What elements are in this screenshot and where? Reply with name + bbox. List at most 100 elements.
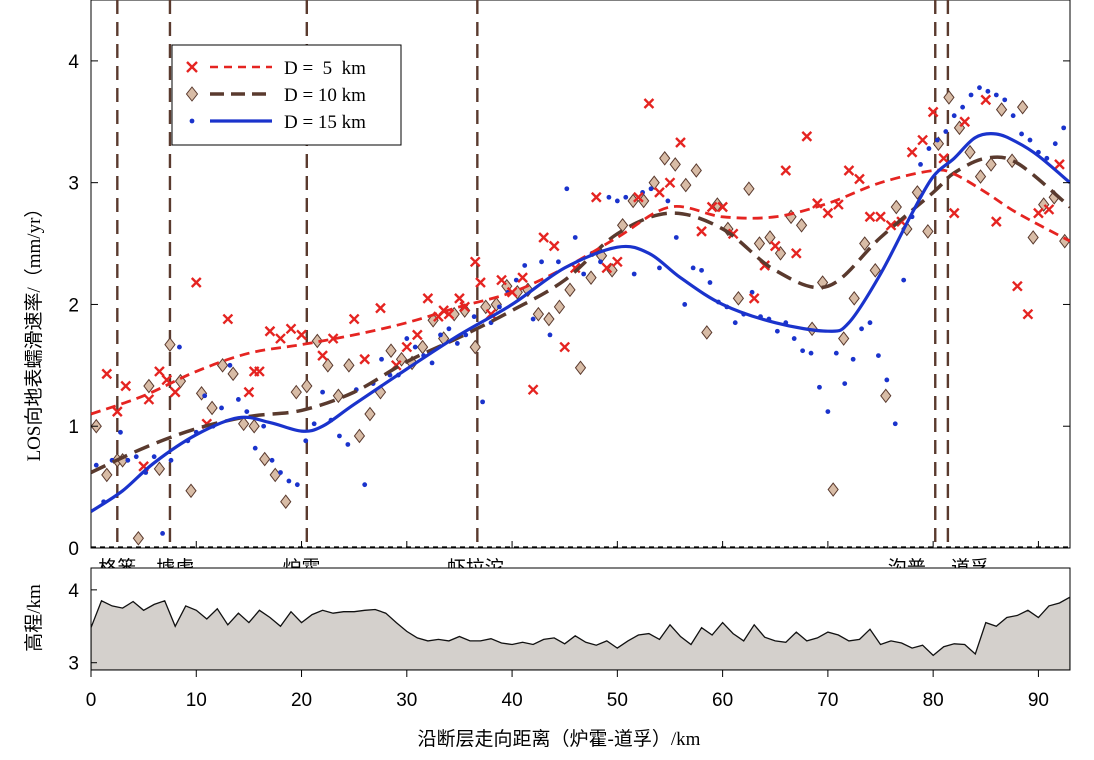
legend-x-mark-icon — [186, 61, 198, 73]
x-point — [548, 240, 560, 252]
diamond-point — [553, 299, 566, 315]
x-point — [948, 207, 960, 219]
diamond-point — [227, 366, 239, 382]
diamond-point — [880, 388, 892, 404]
y-axis: 0 1 2 3 4 — [68, 52, 1070, 560]
x-point — [643, 98, 655, 109]
dot-point — [572, 235, 578, 240]
diamond-point — [301, 378, 313, 394]
elevation-tick-label: 4 — [68, 581, 79, 602]
diamond-point — [206, 400, 218, 416]
dot-point — [177, 344, 182, 350]
dot-point — [1019, 131, 1024, 137]
x-point — [169, 386, 181, 398]
dot-point — [825, 409, 831, 415]
dot-point — [480, 399, 485, 405]
dot-point — [125, 457, 131, 463]
x-point — [633, 191, 644, 203]
x-point — [359, 353, 371, 365]
diamond-point — [711, 197, 723, 212]
x-point — [885, 219, 897, 231]
dot-point — [918, 162, 923, 167]
diamond-point — [964, 144, 976, 160]
dot-point — [833, 350, 839, 356]
dot-point — [581, 271, 587, 277]
x-axis-title: 沿断层走向距离（炉霍-道孚）/km — [418, 728, 701, 750]
dot-point — [993, 92, 999, 98]
x-tick-label: 20 — [291, 690, 312, 711]
dot-point — [623, 194, 629, 200]
x-point — [348, 313, 360, 325]
dot-point — [960, 104, 966, 110]
dot-point — [800, 348, 806, 354]
diamond-point — [290, 384, 302, 400]
dot-point — [673, 235, 679, 240]
x-point — [375, 302, 386, 314]
dot-point — [547, 332, 553, 338]
x-tick-label: 70 — [817, 690, 838, 711]
x-point — [769, 240, 781, 252]
dot-point — [555, 259, 561, 265]
diamond-point — [648, 175, 660, 190]
dot-point — [1027, 137, 1033, 143]
dot-point — [294, 482, 300, 488]
diamond-point — [953, 120, 966, 136]
diamond-point — [753, 236, 766, 251]
diamond-point — [701, 325, 713, 340]
y-tick-label: 0 — [68, 539, 79, 560]
x-point — [927, 106, 939, 118]
dot-point — [463, 332, 469, 338]
diamond-point — [343, 358, 355, 373]
legend-dot-icon — [189, 118, 195, 124]
diamond-point — [564, 282, 576, 298]
dot-point — [261, 423, 267, 429]
dot-point — [867, 320, 873, 326]
curve-10km — [91, 155, 1070, 475]
diamond-point — [385, 343, 397, 359]
x-point — [120, 380, 132, 392]
diamond-point — [974, 169, 987, 184]
x-point — [475, 277, 486, 288]
y-tick-label: 1 — [68, 417, 79, 438]
x-point — [717, 201, 728, 213]
x-point — [317, 350, 328, 361]
diamond-point — [153, 461, 166, 477]
legend-entry-5km: D = 5 km — [186, 58, 366, 79]
dot-point — [93, 462, 99, 468]
dot-point — [446, 326, 452, 332]
y-tick-label: 4 — [68, 52, 79, 73]
dot-point — [412, 344, 418, 350]
x-point — [990, 216, 1002, 227]
y-axis-title: LOS向地表蠕滑速率/（mm/yr） — [23, 199, 45, 462]
dot-point — [1061, 125, 1067, 131]
elevation-profile — [91, 596, 1070, 670]
x-point — [422, 293, 434, 304]
diamond-point — [1027, 230, 1039, 245]
diamond-point — [659, 150, 671, 166]
dot-point — [892, 421, 898, 427]
dot-point — [303, 438, 309, 444]
legend-diamond-icon — [185, 86, 199, 102]
diamond-point — [995, 102, 1008, 117]
diamond-point — [890, 199, 902, 215]
dot-point — [665, 198, 671, 204]
legend-label-15km: D = 15 km — [284, 112, 366, 133]
x-point — [980, 94, 992, 106]
diamond-point — [764, 230, 776, 245]
dot-point — [235, 397, 241, 402]
x-tick-label: 30 — [396, 690, 417, 711]
x-point — [748, 293, 760, 304]
x-point — [906, 146, 918, 158]
x-point — [411, 329, 423, 341]
x-point — [706, 201, 718, 213]
x-tick-label: 10 — [186, 690, 207, 711]
diamond-point — [1006, 153, 1018, 169]
dot-point — [564, 186, 570, 192]
x-point — [780, 165, 792, 176]
dot-point — [614, 198, 620, 204]
dot-point — [345, 442, 351, 447]
elevation-panel: 34 — [68, 567, 1071, 675]
dot-point — [951, 113, 957, 119]
x-point — [469, 256, 481, 268]
